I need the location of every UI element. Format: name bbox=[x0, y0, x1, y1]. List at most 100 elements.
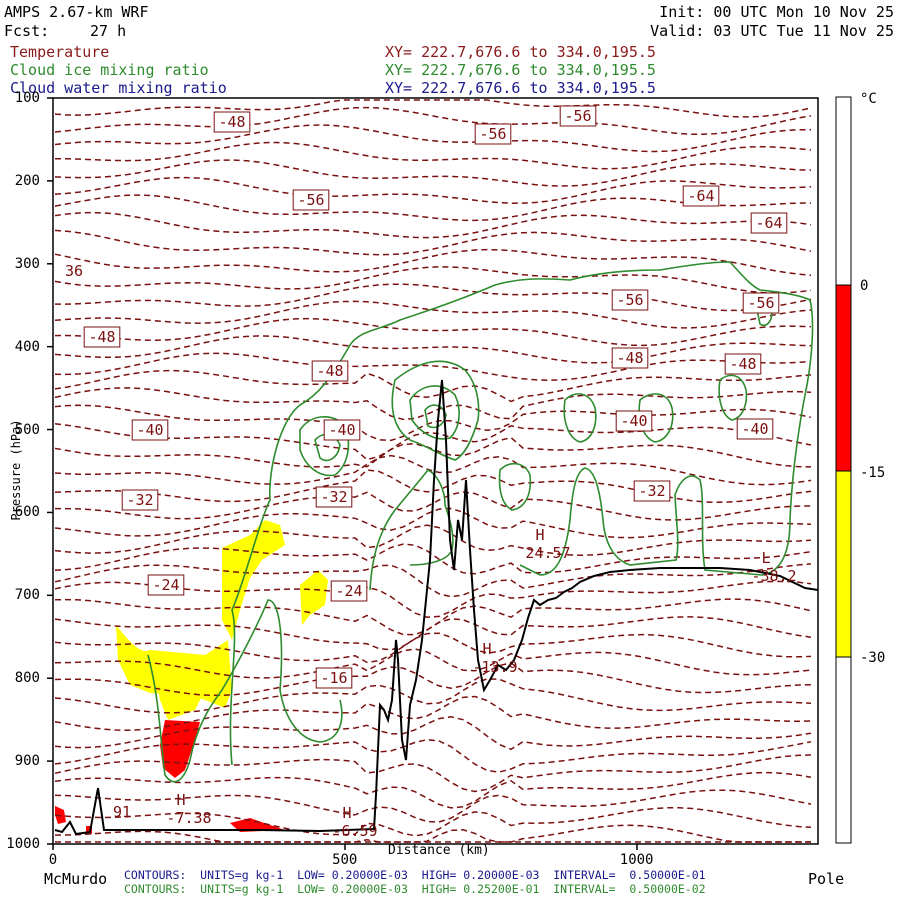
cloud-ice-contour bbox=[369, 468, 454, 591]
field-xy-cloud-water: XY= 222.7,676.6 to 334.0,195.5 bbox=[385, 79, 656, 97]
temperature-contour-line bbox=[54, 616, 812, 651]
temperature-contour-line bbox=[54, 648, 812, 679]
y-tick-label: 900 bbox=[14, 753, 40, 770]
colorbar-label-minus30: -30 bbox=[860, 650, 886, 666]
temperature-label: -40 bbox=[741, 420, 768, 438]
cloud-ice-contour bbox=[314, 433, 341, 462]
temperature-contour-line bbox=[54, 106, 812, 135]
temperature-label-box bbox=[611, 289, 649, 311]
temperature-contour-line bbox=[54, 335, 812, 364]
x-tick-label: 500 bbox=[332, 852, 358, 868]
temperature-label-box bbox=[750, 212, 788, 234]
temperature-label-box bbox=[213, 111, 251, 133]
temperature-contour-line bbox=[54, 404, 812, 442]
cloud-water-fill bbox=[230, 818, 285, 832]
cloud-ice-contour bbox=[424, 404, 447, 429]
temperature-label-box bbox=[724, 353, 762, 375]
temperature-label: -48 bbox=[88, 328, 115, 346]
cloud-ice-contour bbox=[563, 393, 597, 443]
temperature-contour-line bbox=[54, 248, 812, 276]
forecast-hours: 27 h bbox=[90, 22, 127, 40]
forecast-label: Fcst: bbox=[4, 22, 50, 40]
x-ticks bbox=[52, 844, 638, 850]
terrain-profile bbox=[54, 379, 819, 836]
extremum-value: 24.57 bbox=[525, 544, 570, 562]
field-name-cloud-ice: Cloud ice mixing ratio bbox=[10, 61, 209, 79]
temperature-contour-line bbox=[54, 771, 812, 809]
temperature-label-box bbox=[559, 105, 597, 127]
temperature-label-box bbox=[131, 419, 169, 441]
temperature-label-box bbox=[121, 489, 159, 511]
temperature-contour-line bbox=[54, 159, 812, 187]
temperature-label: -56 bbox=[616, 291, 643, 309]
colorbar-label-0: 0 bbox=[860, 278, 869, 294]
temperature-contour-line bbox=[54, 387, 812, 421]
cloud-water-fill bbox=[222, 520, 285, 640]
temperature-label-box bbox=[315, 486, 353, 508]
cloud-water-fill bbox=[300, 570, 328, 625]
cloud-ice-contour bbox=[229, 261, 814, 766]
temperature-contour-line bbox=[55, 283, 812, 312]
colorbar-unit: °C bbox=[860, 91, 877, 107]
temperature-contour-line bbox=[54, 738, 812, 773]
extremum-type: H bbox=[176, 791, 185, 809]
temperature-label: -56 bbox=[747, 294, 774, 312]
cloud-water-fill bbox=[150, 650, 205, 720]
temperature-label-box bbox=[615, 410, 653, 432]
temperature-label-box bbox=[147, 574, 185, 596]
temperature-label: -56 bbox=[564, 107, 591, 125]
temperature-label: -56 bbox=[297, 191, 324, 209]
temperature-contour-line bbox=[54, 454, 812, 486]
field-name-temperature: Temperature bbox=[10, 43, 110, 61]
cloud-ice-contour bbox=[498, 462, 532, 511]
temperature-label-box bbox=[315, 667, 353, 689]
temperature-label-box bbox=[83, 326, 121, 348]
field-xy-cloud-ice: XY= 222.7,676.6 to 334.0,195.5 bbox=[385, 61, 656, 79]
temperature-label-box bbox=[682, 185, 720, 207]
temperature-contour-line bbox=[54, 300, 812, 329]
temperature-label: -32 bbox=[320, 488, 347, 506]
temperature-label-group: -48 -56 -56 -56 -64 -64 -56 -56 -48 -48 -48 -48 -40 -… bbox=[83, 105, 788, 689]
temperature-label: -40 bbox=[136, 421, 163, 439]
temperature-label-box bbox=[323, 419, 361, 441]
y-tick-label: 200 bbox=[14, 172, 40, 189]
extremum-value: -13.9 bbox=[472, 658, 517, 676]
temperature-contour-line bbox=[54, 211, 812, 239]
extremum-type: L bbox=[761, 549, 770, 567]
model-title: AMPS 2.67-km WRF bbox=[4, 3, 149, 21]
temperature-label: -48 bbox=[218, 113, 245, 131]
extremum-value: -6.59 bbox=[332, 822, 377, 840]
colorbar-yellow-segment bbox=[835, 470, 852, 658]
footer-contours-ice: CONTOURS: UNITS=g kg-1 LOW= 0.20000E-03 … bbox=[124, 882, 706, 896]
temperature-contour-line bbox=[54, 352, 812, 381]
temperature-label: -32 bbox=[126, 491, 153, 509]
cloud-ice-contour bbox=[718, 374, 748, 421]
temperature-label-box bbox=[742, 292, 780, 314]
temperature-contours bbox=[54, 99, 812, 843]
temperature-label: -48 bbox=[316, 362, 343, 380]
field-xy-temperature: XY= 222.7,676.6 to 334.0,195.5 bbox=[385, 43, 656, 61]
left-end-label: McMurdo bbox=[44, 870, 108, 888]
temperature-contour-line bbox=[54, 229, 812, 256]
partial-temperature-label: 36 bbox=[65, 262, 83, 280]
y-ticks bbox=[47, 97, 53, 845]
temperature-label-box bbox=[611, 347, 649, 369]
cloud-ice-contour bbox=[409, 385, 460, 440]
temperature-label: -24 bbox=[335, 582, 362, 600]
temperature-label-box bbox=[474, 123, 512, 145]
y-tick-label: 800 bbox=[14, 670, 40, 687]
cloud-ice-contour bbox=[391, 360, 480, 461]
temperature-label-box bbox=[330, 580, 368, 602]
temperature-contour-line bbox=[55, 141, 812, 170]
temperature-contour-line bbox=[54, 695, 812, 731]
temperature-contour-line bbox=[54, 423, 812, 461]
temperature-contour-line bbox=[54, 543, 812, 575]
x-tick-label: 1000 bbox=[619, 852, 654, 868]
temperature-contour-line bbox=[54, 99, 812, 118]
y-tick-label: 100 bbox=[14, 90, 40, 106]
temperature-label: -64 bbox=[755, 214, 782, 232]
y-tick-label: 500 bbox=[14, 421, 40, 438]
x-axis-title: Distance (km) bbox=[388, 843, 490, 858]
cloud-water-fill bbox=[160, 720, 200, 778]
